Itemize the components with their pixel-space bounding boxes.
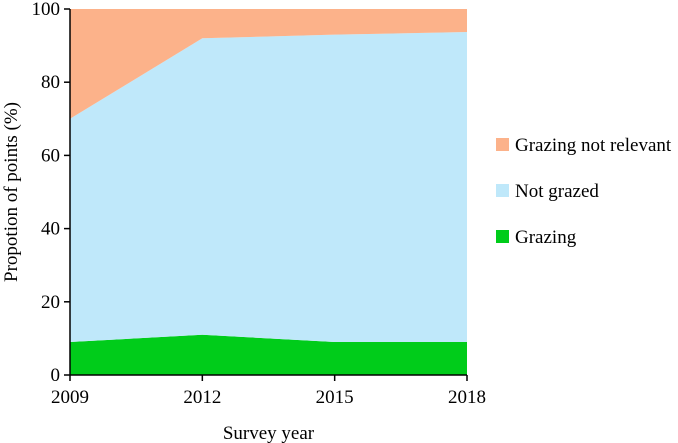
y-tick-label: 0	[51, 365, 61, 386]
axes	[69, 9, 467, 376]
area-grazing	[70, 334, 467, 375]
x-ticks: 2009 2012 2015 2018	[51, 375, 486, 408]
y-ticks: 0 20 40 60 80 100	[32, 0, 70, 386]
y-tick-label: 80	[41, 72, 60, 93]
x-axis-title: Survey year	[223, 423, 315, 443]
y-tick-label: 100	[32, 0, 61, 20]
legend-label-grazing-not-relevant: Grazing not relevant	[515, 135, 672, 156]
y-tick-label: 40	[41, 219, 60, 240]
x-tick-label: 2015	[316, 387, 354, 408]
plot-areas	[70, 9, 467, 375]
area-not-grazed	[70, 32, 467, 343]
x-tick-label: 2009	[51, 387, 89, 408]
y-tick-label: 60	[41, 145, 60, 166]
legend: Grazing not relevant Not grazed Grazing	[496, 135, 672, 248]
x-tick-label: 2012	[183, 387, 221, 408]
y-tick-label: 20	[41, 292, 60, 313]
y-axis-title: Propotion of points (%)	[1, 102, 22, 282]
area-grazing-not-relevant	[70, 9, 467, 119]
x-tick-label: 2018	[448, 387, 486, 408]
legend-label-not-grazed: Not grazed	[515, 181, 599, 202]
legend-swatch-not-grazed	[496, 184, 509, 197]
legend-swatch-grazing	[496, 230, 509, 243]
legend-label-grazing: Grazing	[515, 227, 577, 248]
legend-swatch-grazing-not-relevant	[496, 138, 509, 151]
